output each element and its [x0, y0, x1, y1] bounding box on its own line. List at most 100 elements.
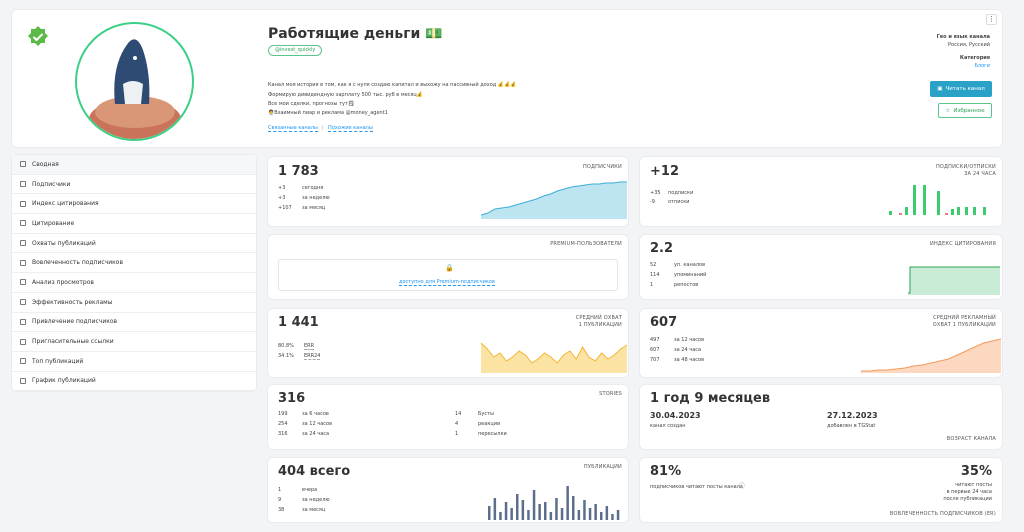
channel-username[interactable]: @invest_quickly: [268, 45, 323, 56]
stories-right-v-1: 4: [455, 421, 459, 427]
sidebar-item-label: Анализ просмотров: [32, 278, 94, 286]
bar-8: [957, 207, 960, 215]
sidebar-item-icon: [20, 338, 26, 345]
age-label: ВОЗРАСТ КАНАЛА: [946, 436, 996, 442]
posts-value: 404 всего: [278, 464, 351, 479]
premium-link[interactable]: доступно для Premium-подписчиков: [399, 279, 495, 286]
subscribers-card[interactable]: 1 783 ПОДПИСЧИКИ +3 сегодня +3 за неделю +10…: [268, 157, 628, 226]
post-bar-14: [566, 486, 569, 520]
description-line-2: Формирую дивидендную зарплату 500 тыс. р…: [268, 92, 424, 98]
favorite-button[interactable]: ☆ Избранное: [938, 103, 992, 118]
sidebar-item-10[interactable]: Топ публикаций: [12, 352, 256, 372]
adreach-label-1: СРЕДНИЙ РЕКЛАМНЫЙ: [933, 315, 996, 321]
geo-label: Гео и язык канала: [936, 34, 990, 40]
bar-10: [973, 207, 976, 215]
adreach-rows-l-0: за 12 часов: [674, 337, 705, 343]
subs24-unsubs-label: отписки: [668, 199, 690, 205]
stories-left-l-2: за 24 часа: [302, 431, 330, 437]
sidebar-item-5[interactable]: Вовлеченность подписчиков: [12, 253, 256, 274]
reach-label-2: 1 ПУБЛИКАЦИИ: [578, 322, 622, 328]
links-separator: |: [322, 125, 324, 131]
engage-label-1: подписчиков читают посты канала: [650, 484, 743, 490]
chart-area: [908, 267, 1000, 295]
sidebar-item-9[interactable]: Пригласительные ссылки: [12, 332, 256, 352]
subs-delta-label-2: за месяц: [302, 205, 326, 211]
star-icon: ☆: [945, 107, 951, 114]
err24-value: 34.1%: [278, 353, 294, 359]
cit-rows-l-1: упоминаний: [674, 272, 707, 278]
sidebar-item-8[interactable]: Привлечение подписчиков: [12, 313, 256, 333]
sidebar-item-6[interactable]: Анализ просмотров: [12, 273, 256, 293]
sidebar-item-1[interactable]: Подписчики: [12, 175, 256, 195]
subs24-unsubs-value: -9: [650, 199, 655, 205]
post-bar-16: [577, 510, 581, 520]
subs-delta-0: +3: [278, 185, 286, 191]
chart-area: [481, 182, 627, 219]
lock-icon: 🔒: [445, 264, 454, 272]
post-bar-19: [594, 504, 597, 520]
bar-5: [937, 191, 940, 215]
bar-1: [899, 213, 902, 215]
sidebar-item-2[interactable]: Индекс цитирования: [12, 194, 256, 215]
more-menu-button[interactable]: ⋮: [986, 14, 997, 25]
subs24-subs-label: подписки: [668, 190, 694, 196]
post-bar-15: [572, 496, 575, 520]
bar-9: [965, 207, 968, 215]
engage-value-1: 81%: [650, 464, 682, 479]
sidebar-item-icon: [20, 220, 26, 227]
post-bar-4: [510, 508, 513, 520]
similar-channels-link[interactable]: Похожие каналы: [328, 125, 373, 132]
sidebar-item-7[interactable]: Эффективность рекламы: [12, 293, 256, 313]
post-bar-13: [560, 508, 564, 520]
sidebar-item-icon: [20, 181, 26, 188]
stories-card[interactable]: 316 STORIES 199 за 6 часов 254 за 12 часов 3…: [268, 385, 628, 449]
posts-rows-v-2: 38: [278, 507, 285, 513]
sidebar-item-3[interactable]: Цитирование: [12, 214, 256, 234]
publications-card[interactable]: 404 всего ПУБЛИКАЦИИ 1 вчера 9 за неделю 38 з…: [268, 458, 628, 522]
subs-delta-1: +3: [278, 195, 286, 201]
bar-6: [945, 213, 948, 215]
subs24-label-1: ПОДПИСКИ/ОТПИСКИ: [935, 164, 996, 170]
channel-header: Работящие деньги 💵 @invest_quickly Канал…: [12, 10, 1002, 147]
subs24-subs-value: +35: [650, 190, 661, 196]
premium-box[interactable]: 🔒 доступно для Premium-подписчиков: [278, 259, 618, 291]
post-bar-3: [504, 502, 508, 520]
chart-line: [908, 266, 1000, 294]
sidebar-item-0[interactable]: Сводная: [12, 155, 256, 175]
bar-0: [889, 211, 892, 215]
bar-3: [913, 185, 916, 215]
adreach-rows-l-2: за 48 часов: [674, 357, 705, 363]
sidebar-item-4[interactable]: Охваты публикаций: [12, 234, 256, 254]
premium-label: PREMIUM-ПОЛЬЗОВАТЕЛИ: [550, 241, 622, 247]
stories-right-v-2: 1: [455, 431, 459, 437]
sidebar-item-label: Сводная: [32, 160, 59, 168]
sidebar-menu: Сводная Подписчики Индекс цитирования Цитир…: [12, 155, 256, 392]
err24-label: ERR24: [304, 353, 321, 360]
post-bar-11: [549, 512, 553, 520]
ad-reach-card[interactable]: 607 СРЕДНИЙ РЕКЛАМНЫЙ ОХВАТ 1 ПУБЛИКАЦИИ…: [640, 309, 1002, 377]
category-label: Категория: [959, 55, 990, 61]
engage-label-2b: в первые 24 часа: [946, 489, 992, 495]
posts-rows-l-0: вчера: [302, 487, 318, 493]
sidebar-item-icon: [20, 318, 26, 325]
stories-left-v-0: 199: [278, 411, 288, 417]
engagement-card[interactable]: 81% подписчиков читают посты канала ⓘ 35…: [640, 458, 1002, 522]
sidebar-item-11[interactable]: График публикаций: [12, 372, 256, 392]
read-channel-button[interactable]: ▣ Читать канал: [930, 81, 992, 97]
post-bar-22: [611, 514, 614, 520]
category-value[interactable]: Блоги: [974, 63, 990, 69]
channel-title: Работящие деньги 💵: [268, 26, 443, 42]
stories-left-l-0: за 6 часов: [302, 411, 329, 417]
adreach-rows-v-1: 607: [650, 347, 660, 353]
sidebar-item-label: Эффективность рекламы: [32, 298, 113, 306]
related-channels-link[interactable]: Связанные каналы: [268, 125, 318, 132]
sidebar-item-icon: [20, 358, 26, 365]
citation-index-card[interactable]: 2.2 ИНДЕКС ЦИТИРОВАНИЯ 52 уп. каналов 114 у…: [640, 235, 1002, 299]
post-bar-10: [544, 502, 547, 520]
cit-rows-v-0: 52: [650, 262, 657, 268]
chart-line: [861, 338, 1002, 372]
subs24-label-2: ЗА 24 ЧАСА: [964, 171, 996, 177]
err-value: 80.8%: [278, 343, 294, 349]
subs-unsubs-card[interactable]: +12 ПОДПИСКИ/ОТПИСКИ ЗА 24 ЧАСА +35 подп…: [640, 157, 1002, 226]
avg-reach-card[interactable]: 1 441 СРЕДНИЙ ОХВАТ 1 ПУБЛИКАЦИИ 80.8% E…: [268, 309, 628, 377]
